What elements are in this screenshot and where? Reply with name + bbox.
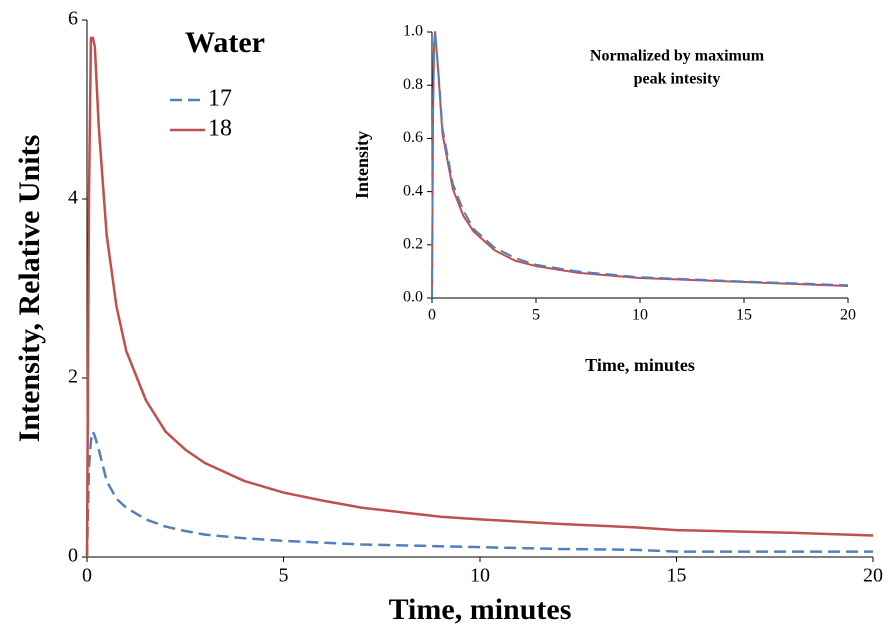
x-tick-label: 15 xyxy=(667,565,687,587)
y-tick-label: 0.2 xyxy=(403,235,423,252)
y-tick-label: 0.6 xyxy=(403,129,423,146)
chart-title: Normalized by maximum xyxy=(590,48,765,65)
series-line xyxy=(85,430,873,558)
legend-label: 18 xyxy=(208,116,232,142)
y-axis-label: Intensity, Relative Units xyxy=(13,135,46,443)
x-tick-label: 20 xyxy=(863,565,883,587)
y-axis-label: Intensity xyxy=(352,131,372,199)
y-tick-label: 0 xyxy=(68,545,78,567)
x-tick-label: 0 xyxy=(428,306,436,323)
y-tick-label: 0.4 xyxy=(403,182,423,199)
y-tick-label: 4 xyxy=(68,187,78,209)
y-tick-label: 2 xyxy=(68,366,78,388)
x-tick-label: 10 xyxy=(470,565,490,587)
y-tick-label: 6 xyxy=(68,8,78,30)
x-tick-label: 5 xyxy=(279,565,289,587)
series-line xyxy=(431,31,849,299)
x-axis-label: Time, minutes xyxy=(389,593,572,626)
y-tick-label: 0.0 xyxy=(403,289,423,306)
series-line xyxy=(85,36,874,558)
chart-title: peak intesity xyxy=(634,71,721,88)
y-tick-label: 1.0 xyxy=(403,23,423,40)
x-tick-label: 20 xyxy=(840,306,856,323)
x-tick-label: 15 xyxy=(736,306,752,323)
x-tick-label: 10 xyxy=(632,306,648,323)
legend-title: Water xyxy=(185,26,265,59)
legend-label: 17 xyxy=(208,86,232,112)
x-axis-label: Time, minutes xyxy=(585,355,695,375)
x-tick-label: 5 xyxy=(532,306,540,323)
y-tick-label: 0.8 xyxy=(403,76,423,93)
x-tick-label: 0 xyxy=(82,565,92,587)
